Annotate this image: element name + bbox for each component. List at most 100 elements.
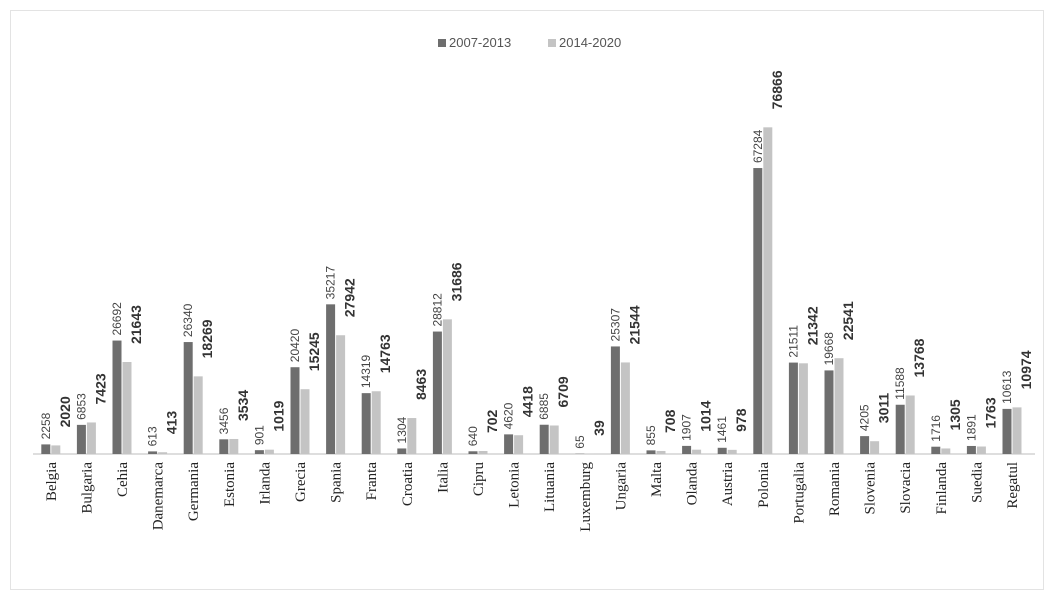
value-label-2007-2013-germania: 26340 [181,303,195,337]
bar-2007-2013-danemarca [148,451,158,454]
legend-label-2007-2013: 2007-2013 [449,35,511,50]
value-label-2014-2020-estonia: 3534 [235,390,251,421]
category-label-polonia: Polonia [756,462,772,508]
chart-frame: 2007-2013 2014-2020 2258 2020 6853 7423 2669… [10,10,1044,590]
bar-2014-2020-cehia [122,362,132,454]
value-label-2014-2020-slovacia: 13768 [911,338,927,377]
value-label-2014-2020-luxemburg: 39 [591,420,607,436]
bar-2014-2020-slovacia [905,395,915,454]
value-label-2007-2013-croatia: 1304 [395,416,409,443]
bar-2014-2020-cipru [478,451,488,454]
bar-2014-2020-irlanda [264,449,274,454]
value-label-2014-2020-cipru: 702 [484,409,500,433]
category-label-lituania: Lituania [542,462,558,512]
value-labels-group: 2258 2020 6853 7423 26692 21643 613 413 26340 182… [39,70,1034,449]
bar-2014-2020-germania [193,376,203,454]
legend: 2007-2013 2014-2020 [438,35,621,50]
bar-2007-2013-polonia [753,168,763,454]
bar-2014-2020-belgia [51,445,61,454]
value-label-2007-2013-olanda: 1907 [680,414,694,441]
value-label-2007-2013-ungaria: 25307 [608,308,622,342]
category-label-bulgaria: Bulgaria [79,462,95,514]
bar-2007-2013-malta [646,450,656,454]
value-label-2014-2020-bulgaria: 7423 [92,373,108,404]
bar-2014-2020-ungaria [620,362,630,454]
bar-2007-2013-croatia [397,448,407,454]
category-labels-group: Belgia Bulgaria Cehia Danemarca Germania Esto… [44,462,1021,532]
value-label-2014-2020-finlanda: 1305 [947,399,963,430]
value-label-2007-2013-belgia: 2258 [39,412,53,439]
bar-2007-2013-cehia [112,340,122,454]
value-label-2007-2013-regatul: 10613 [1000,370,1014,404]
bars-group [41,127,1022,454]
bar-2007-2013-ungaria [610,346,620,454]
bar-2014-2020-grecia [300,389,310,454]
bar-2007-2013-romania [824,370,834,454]
value-label-2014-2020-suedia: 1763 [982,397,998,428]
category-label-cipru: Cipru [471,462,487,497]
value-label-2014-2020-slovenia: 3011 [876,393,892,424]
value-label-2014-2020-austria: 978 [733,408,749,432]
value-label-2014-2020-belgia: 2020 [57,396,73,427]
bar-2014-2020-bulgaria [86,422,96,454]
value-label-2014-2020-germania: 18269 [199,319,215,358]
bar-2014-2020-finlanda [941,448,951,454]
value-label-2007-2013-cipru: 640 [466,426,480,446]
value-label-2007-2013-grecia: 20420 [288,329,302,363]
value-label-2014-2020-polonia: 76866 [769,70,785,109]
category-label-grecia: Grecia [293,462,309,502]
bar-2014-2020-croatia [407,418,417,454]
value-label-2014-2020-regatul: 10974 [1018,350,1034,389]
category-label-cehia: Cehia [115,462,131,497]
bar-2014-2020-lituania [549,425,559,454]
value-label-2014-2020-cehia: 21643 [128,305,144,344]
category-label-slovenia: Slovenia [863,462,879,515]
bar-2007-2013-letonia [504,434,514,454]
bar-2007-2013-austria [717,447,727,454]
value-label-2007-2013-franta: 14319 [359,354,373,388]
category-label-franta: Franta [364,462,380,501]
value-label-2014-2020-spania: 27942 [342,278,358,317]
value-label-2007-2013-bulgaria: 6853 [74,393,88,420]
category-label-olanda: Olanda [685,462,701,506]
bar-2007-2013-estonia [219,439,229,454]
bar-2014-2020-suedia [976,446,986,454]
bar-2007-2013-germania [183,342,193,454]
bar-2007-2013-suedia [966,445,976,454]
category-label-germania: Germania [186,462,202,521]
bar-2007-2013-cipru [468,451,478,454]
legend-swatch-2014-2020 [548,39,556,47]
bar-2007-2013-grecia [290,367,300,454]
bar-2014-2020-estonia [229,438,239,454]
value-label-2007-2013-suedia: 1891 [964,414,978,441]
bar-2014-2020-slovenia [870,441,880,454]
value-label-2014-2020-lituania: 6709 [555,376,571,407]
category-label-portugalia: Portugalia [791,462,807,524]
category-label-romania: Romania [827,462,843,516]
value-label-2007-2013-austria: 1461 [715,416,729,443]
bar-2007-2013-portugalia [788,362,798,454]
bar-2014-2020-letonia [514,435,524,454]
bar-2014-2020-portugalia [798,363,808,454]
category-label-danemarca: Danemarca [151,462,167,531]
category-label-finlanda: Finlanda [934,462,950,515]
category-label-slovacia: Slovacia [898,462,914,514]
bar-2014-2020-malta [656,450,666,454]
bar-chart: 2007-2013 2014-2020 2258 2020 6853 7423 2669… [33,35,1035,532]
bar-2014-2020-italia [442,319,452,454]
value-label-2007-2013-cehia: 26692 [110,302,124,336]
category-label-ungaria: Ungaria [613,462,629,511]
value-label-2007-2013-italia: 28812 [430,293,444,327]
bar-2014-2020-olanda [692,449,702,454]
value-label-2007-2013-letonia: 4620 [502,402,516,429]
bar-2007-2013-spania [326,304,336,454]
bar-2007-2013-slovacia [895,404,905,454]
value-label-2014-2020-portugalia: 21342 [804,306,820,345]
value-label-2007-2013-romania: 19668 [822,332,836,366]
value-label-2014-2020-franta: 14763 [377,334,393,373]
category-label-regatul: Regatul [1005,462,1021,509]
value-label-2007-2013-lituania: 6885 [537,393,551,420]
category-label-suedia: Suedia [969,462,985,503]
bar-2007-2013-regatul [1002,408,1012,454]
value-label-2007-2013-portugalia: 21511 [786,325,800,358]
